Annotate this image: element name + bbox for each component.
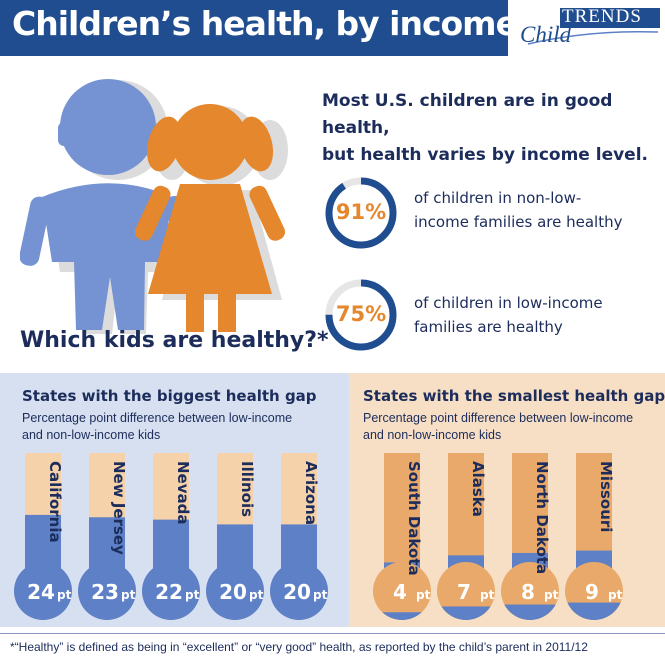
state-label: Illinois — [238, 461, 256, 517]
thermometer-bulb — [14, 562, 72, 620]
gap-unit-label: pt — [608, 588, 623, 602]
bulb-fill-level — [565, 602, 623, 620]
gap-value-label: 8 — [521, 580, 535, 604]
stat-description-non-low-income: of children in non-low- income families … — [414, 186, 654, 234]
thermometer-bulb — [78, 562, 136, 620]
thermometer-bulb — [437, 562, 495, 620]
stat-ring-low-income: 75% — [324, 278, 398, 352]
stat-percent: 75% — [335, 302, 387, 326]
gap-value-label: 9 — [585, 580, 599, 604]
girl-figure — [134, 104, 286, 332]
gap-value-label: 20 — [219, 580, 247, 604]
gap-value-label: 7 — [457, 580, 471, 604]
stat-ring-non-low-income: 91% — [324, 176, 398, 250]
bulb-fill-level — [501, 604, 559, 620]
thermometer-bulb — [206, 562, 264, 620]
state-label: South Dakota — [405, 461, 423, 576]
state-label: Nevada — [174, 461, 192, 525]
gap-unit-label: pt — [544, 588, 559, 602]
state-label: Missouri — [597, 461, 615, 532]
stat-line-2: income families are healthy — [414, 213, 623, 231]
gap-value-label: 20 — [283, 580, 311, 604]
intro-headline-line-1: Most U.S. children are in good health, — [322, 91, 613, 138]
ring-arc — [325, 279, 397, 351]
state-label: California — [46, 461, 64, 543]
biggest-gap-subtitle: Percentage point difference between low-… — [22, 410, 322, 444]
state-label: New Jersey — [110, 461, 128, 555]
gap-value-label: 22 — [155, 580, 183, 604]
gap-value-label: 4 — [393, 580, 407, 604]
subtitle-line-1: Percentage point difference between low-… — [363, 411, 634, 425]
gap-unit-label: pt — [480, 588, 495, 602]
intro-headline-line-2: but health varies by income level. — [322, 145, 648, 165]
smallest-gap-subtitle: Percentage point difference between low-… — [363, 410, 663, 444]
stat-line-2: families are healthy — [414, 318, 563, 336]
gap-unit-label: pt — [121, 588, 136, 602]
question-heading: Which kids are healthy?* — [20, 328, 329, 353]
stat-percent: 91% — [335, 200, 387, 224]
state-label: Arizona — [302, 461, 320, 525]
gap-unit-label: pt — [416, 588, 431, 602]
stat-description-low-income: of children in low-income families are h… — [414, 291, 654, 339]
thermometer-bulb — [373, 562, 431, 620]
state-label: North Dakota — [533, 461, 551, 574]
gap-value-label: 24 — [27, 580, 55, 604]
logo-swoosh — [527, 8, 660, 45]
biggest-gap-title: States with the biggest health gap — [22, 387, 317, 405]
children-illustration — [20, 79, 288, 334]
thermometer-tube — [384, 453, 420, 580]
gap-value-label: 23 — [91, 580, 119, 604]
subtitle-line-2: and non-low-income kids — [22, 428, 161, 442]
bulb-fill-level — [437, 606, 495, 620]
thermometer-bulb — [142, 562, 200, 620]
footnote: *“Healthy” is defined as being in “excel… — [10, 640, 588, 654]
intro-headline: Most U.S. children are in good health, b… — [322, 88, 662, 169]
bulb-fill-level — [373, 612, 431, 620]
stat-line-1: of children in non-low- — [414, 189, 582, 207]
gap-unit-label: pt — [249, 588, 264, 602]
stat-line-1: of children in low-income — [414, 294, 603, 312]
smallest-gap-title: States with the smallest health gap — [363, 387, 665, 405]
gap-unit-label: pt — [57, 588, 72, 602]
subtitle-line-1: Percentage point difference between low-… — [22, 411, 293, 425]
subtitle-line-2: and non-low-income kids — [363, 428, 502, 442]
footnote-divider — [0, 633, 665, 634]
gap-unit-label: pt — [185, 588, 200, 602]
gap-unit-label: pt — [313, 588, 328, 602]
logo-child-text: Child — [520, 22, 572, 47]
child-trends-logo: Child TRENDS — [508, 0, 665, 56]
logo-trends-text: TRENDS — [562, 6, 642, 27]
ring-arc — [325, 177, 397, 249]
thermometer-bulb — [270, 562, 328, 620]
state-label: Alaska — [469, 461, 487, 517]
